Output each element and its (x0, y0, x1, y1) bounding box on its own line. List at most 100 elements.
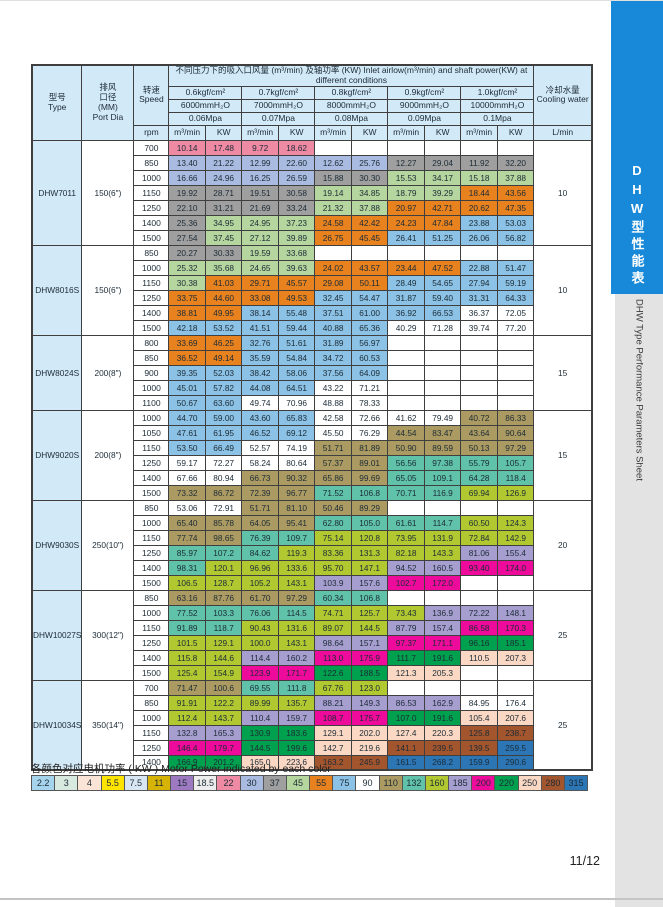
value-cell: 122.2 (204, 694, 243, 711)
value-cell: 115.8 (168, 649, 206, 666)
legend-swatch: 15 (170, 775, 195, 791)
value-cell (423, 334, 462, 351)
value-cell: 50.11 (350, 274, 389, 291)
value-cell: 202.0 (350, 724, 389, 741)
value-cell: 149.3 (350, 694, 389, 711)
value-cell: 65.86 (314, 469, 352, 486)
value-cell: 125.7 (350, 604, 389, 621)
value-cell: 42.71 (423, 199, 462, 216)
value-cell: 99.69 (350, 469, 389, 486)
value-cell: 60.50 (460, 514, 498, 531)
value-cell: 103.9 (314, 574, 352, 591)
value-cell: 53.03 (496, 214, 535, 231)
value-cell: 157.6 (350, 574, 389, 591)
value-cell: 65.36 (350, 319, 389, 336)
value-cell: 24.65 (241, 259, 279, 276)
value-cell: 64.05 (241, 514, 279, 531)
rpm-cell: 1400 (133, 304, 170, 321)
value-cell (460, 589, 498, 606)
value-cell: 25.76 (350, 154, 389, 171)
value-cell: 160.2 (277, 649, 316, 666)
legend-swatch: 5.5 (100, 775, 125, 791)
value-cell: 76.29 (350, 424, 389, 441)
value-cell: 85.97 (168, 544, 206, 561)
legend-swatch: 75 (332, 775, 357, 791)
value-cell (387, 499, 425, 516)
header-unit-flow: m³/min (168, 124, 206, 141)
value-cell: 15.18 (460, 169, 498, 186)
value-cell: 76.39 (241, 529, 279, 546)
value-cell: 12.27 (387, 154, 425, 171)
value-cell: 84.95 (460, 694, 498, 711)
value-cell: 112.4 (168, 709, 206, 726)
value-cell: 40.88 (314, 319, 352, 336)
value-cell: 191.6 (423, 709, 462, 726)
legend-title: 各颜色对应电机功率 ( KW ) Motor Power indicated b… (31, 763, 331, 775)
value-cell: 85.78 (204, 514, 243, 531)
rpm-cell: 700 (133, 139, 170, 156)
value-cell: 89.99 (241, 694, 279, 711)
value-cell: 36.92 (387, 304, 425, 321)
value-cell: 52.03 (204, 364, 243, 381)
value-cell (387, 139, 425, 156)
legend-swatch: 18.5 (193, 775, 218, 791)
section-tab: DHW型性能表 (611, 1, 663, 294)
value-cell: 118.4 (496, 469, 535, 486)
header-unit-kw: KW (277, 124, 316, 141)
value-cell: 72.91 (204, 499, 243, 516)
value-cell: 32.76 (241, 334, 279, 351)
value-cell (423, 139, 462, 156)
value-cell: 71.47 (168, 679, 206, 696)
value-cell: 28.49 (387, 274, 425, 291)
value-cell: 143.7 (204, 709, 243, 726)
legend-swatch: 110 (378, 775, 403, 791)
header-pressure-mmh2o: 9000mmH₂O (387, 98, 462, 113)
value-cell: 66.53 (423, 304, 462, 321)
value-cell: 188.5 (350, 664, 389, 681)
header-pressure-mpa: 0.1Mpa (460, 111, 535, 126)
value-cell: 172.0 (423, 574, 462, 591)
value-cell: 97.29 (277, 589, 316, 606)
value-cell: 98.65 (204, 529, 243, 546)
model-name-cell: DHW8016S (31, 244, 83, 336)
value-cell: 176.4 (496, 694, 535, 711)
value-cell: 59.00 (204, 409, 243, 426)
value-cell: 11.92 (460, 154, 498, 171)
value-cell: 142.9 (496, 529, 535, 546)
value-cell (387, 364, 425, 381)
header-unit-flow: m³/min (314, 124, 352, 141)
value-cell: 51.47 (496, 259, 535, 276)
value-cell: 100.6 (204, 679, 243, 696)
value-cell: 106.8 (350, 589, 389, 606)
value-cell: 105.2 (241, 574, 279, 591)
value-cell: 49.14 (204, 349, 243, 366)
value-cell: 70.96 (277, 394, 316, 411)
value-cell: 54.47 (350, 289, 389, 306)
value-cell: 64.51 (277, 379, 316, 396)
value-cell: 220.3 (423, 724, 462, 741)
value-cell: 157.4 (423, 619, 462, 636)
rpm-cell: 1250 (133, 544, 170, 561)
value-cell: 37.45 (204, 229, 243, 246)
rpm-cell: 850 (133, 244, 170, 261)
header-model: 型号 Type (31, 64, 83, 141)
value-cell: 21.22 (204, 154, 243, 171)
value-cell (496, 664, 535, 681)
value-cell: 79.49 (423, 409, 462, 426)
value-cell: 39.74 (460, 319, 498, 336)
value-cell: 30.38 (168, 274, 206, 291)
value-cell: 239.5 (423, 739, 462, 756)
rpm-cell: 1150 (133, 619, 170, 636)
value-cell: 86.72 (204, 484, 243, 501)
value-cell: 126.9 (496, 484, 535, 501)
value-cell: 69.94 (460, 484, 498, 501)
value-cell: 10.14 (168, 139, 206, 156)
value-cell: 53.50 (168, 439, 206, 456)
value-cell: 75.14 (314, 529, 352, 546)
value-cell: 37.88 (496, 169, 535, 186)
value-cell: 87.79 (387, 619, 425, 636)
value-cell: 57.82 (204, 379, 243, 396)
value-cell: 120.8 (350, 529, 389, 546)
legend-swatch: 22 (216, 775, 241, 791)
